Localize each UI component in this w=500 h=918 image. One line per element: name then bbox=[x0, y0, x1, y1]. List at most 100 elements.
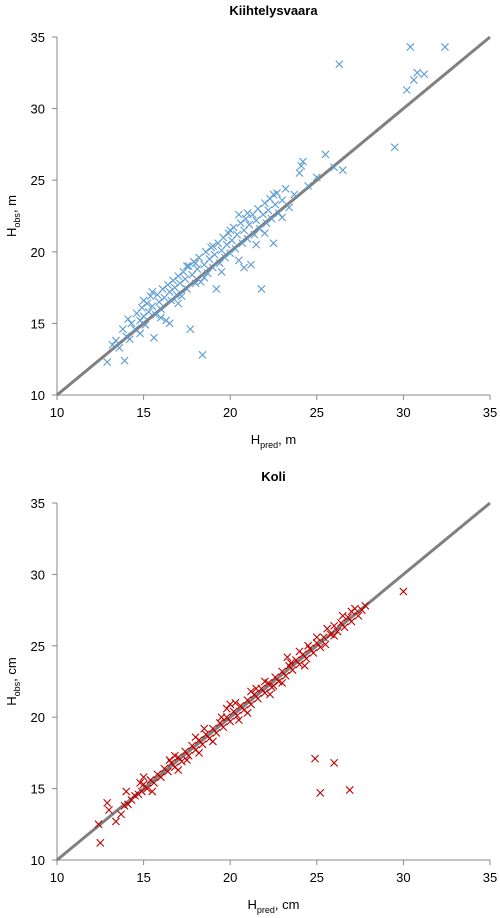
data-point bbox=[174, 272, 183, 281]
data-point bbox=[238, 239, 247, 248]
data-point bbox=[182, 262, 191, 271]
data-point bbox=[212, 728, 221, 737]
y-tick-label: 30 bbox=[31, 567, 45, 582]
data-point bbox=[184, 262, 193, 271]
data-point bbox=[269, 239, 278, 248]
scatter-plot-kiihtelysvaara: Kiihtelysvaara 10 15 20 25 30 35 10 15 20 25 30 35 Hp… bbox=[4, 3, 497, 450]
data-point bbox=[139, 312, 148, 321]
data-point bbox=[201, 247, 210, 256]
data-point bbox=[312, 638, 321, 647]
data-point bbox=[246, 700, 255, 709]
data-point bbox=[198, 350, 207, 359]
data-point bbox=[231, 244, 240, 253]
data-point bbox=[229, 707, 238, 716]
data-point bbox=[205, 254, 214, 263]
data-point bbox=[137, 303, 146, 312]
data-point bbox=[136, 778, 145, 787]
data-point bbox=[169, 276, 178, 285]
data-point bbox=[298, 157, 307, 166]
data-point bbox=[103, 798, 112, 807]
data-point bbox=[354, 611, 363, 620]
y-axis-label: Hobs, m bbox=[4, 195, 22, 237]
data-point bbox=[144, 307, 153, 316]
data-point bbox=[163, 280, 172, 289]
data-point bbox=[252, 684, 261, 693]
data-point bbox=[175, 279, 184, 288]
data-point bbox=[226, 717, 235, 726]
data-point bbox=[266, 690, 275, 699]
data-point bbox=[174, 766, 183, 775]
x-tick-label: 30 bbox=[396, 405, 410, 420]
data-point bbox=[340, 623, 349, 632]
data-point bbox=[231, 698, 240, 707]
data-point bbox=[215, 718, 224, 727]
data-point bbox=[226, 249, 235, 258]
data-point bbox=[278, 213, 287, 222]
data-point bbox=[96, 838, 105, 847]
data-point bbox=[208, 263, 217, 272]
data-point bbox=[139, 773, 148, 782]
data-point bbox=[413, 68, 422, 77]
data-point bbox=[195, 748, 204, 757]
data-point bbox=[316, 643, 325, 652]
data-point bbox=[347, 607, 356, 616]
data-point bbox=[243, 708, 252, 717]
data-point bbox=[246, 260, 255, 269]
data-point bbox=[170, 283, 179, 292]
data-point bbox=[260, 688, 269, 697]
data-point bbox=[330, 621, 339, 630]
data-point bbox=[234, 716, 243, 725]
data-point bbox=[150, 333, 158, 342]
y-tick-label: 30 bbox=[31, 102, 45, 117]
data-point bbox=[165, 756, 174, 765]
x-tick-label: 25 bbox=[310, 870, 324, 885]
data-point bbox=[257, 285, 266, 294]
data-point bbox=[281, 184, 290, 193]
data-point bbox=[188, 741, 197, 750]
data-point bbox=[221, 253, 229, 262]
data-point bbox=[300, 661, 309, 670]
data-point bbox=[226, 700, 235, 709]
data-point bbox=[191, 259, 200, 268]
data-point bbox=[361, 601, 370, 610]
data-point bbox=[193, 264, 202, 273]
data-point bbox=[243, 696, 252, 705]
data-point bbox=[290, 190, 299, 199]
data-point bbox=[269, 190, 278, 199]
data-point bbox=[321, 150, 330, 159]
data-point bbox=[111, 817, 120, 826]
data-points bbox=[103, 43, 449, 367]
data-point bbox=[148, 302, 157, 311]
data-point bbox=[222, 704, 231, 713]
y-tick-label: 20 bbox=[31, 245, 45, 260]
data-point bbox=[402, 85, 411, 94]
data-point bbox=[295, 647, 304, 656]
data-point bbox=[347, 617, 356, 626]
y-tick-label: 10 bbox=[31, 388, 45, 403]
data-point bbox=[260, 677, 269, 686]
data-point bbox=[130, 325, 139, 334]
data-point bbox=[177, 292, 186, 301]
data-point bbox=[278, 667, 287, 676]
data-point bbox=[127, 319, 136, 328]
data-point bbox=[165, 319, 174, 328]
x-axis-label: Hpred, m bbox=[251, 432, 296, 450]
data-point bbox=[278, 678, 287, 687]
data-point bbox=[260, 199, 269, 208]
data-point bbox=[184, 751, 193, 760]
data-point bbox=[278, 196, 287, 205]
data-point bbox=[274, 209, 283, 218]
data-point bbox=[269, 681, 278, 690]
data-point bbox=[338, 611, 347, 620]
data-point bbox=[156, 305, 165, 314]
data-point bbox=[195, 253, 204, 262]
reference-line-1-1 bbox=[56, 501, 491, 862]
chart-kiihtelysvaara: Kiihtelysvaara 10 15 20 25 30 35 10 15 20 25 30 35 Hp… bbox=[4, 3, 497, 450]
x-tick-label: 35 bbox=[483, 870, 497, 885]
data-point bbox=[122, 787, 131, 796]
data-point bbox=[136, 329, 145, 338]
data-point bbox=[233, 230, 242, 239]
data-point bbox=[136, 316, 145, 325]
x-axis-label: Hpred, cm bbox=[248, 897, 300, 915]
chart-title: Koli bbox=[261, 469, 286, 484]
